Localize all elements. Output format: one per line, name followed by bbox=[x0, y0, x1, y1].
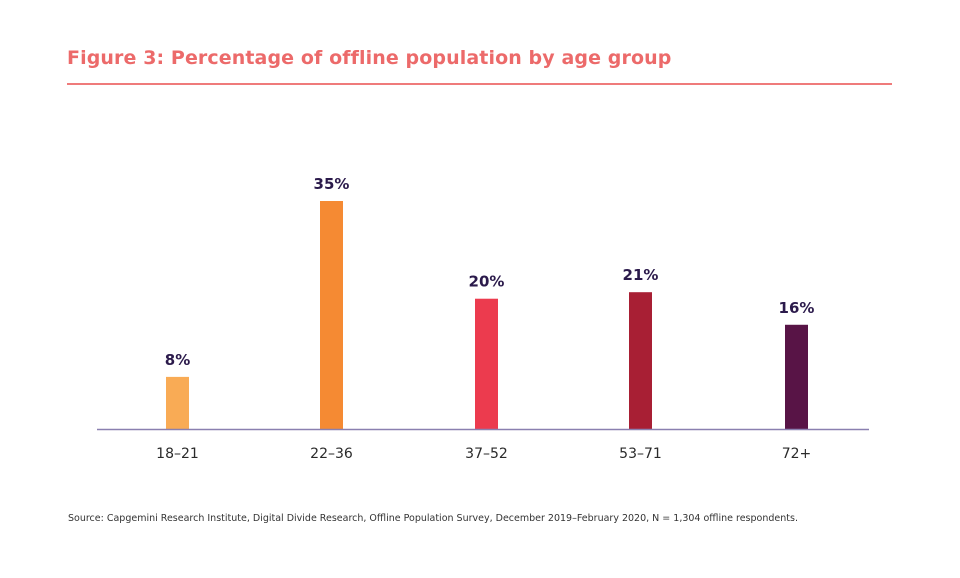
category-label: 72+ bbox=[782, 446, 812, 462]
category-label: 18–21 bbox=[156, 446, 199, 462]
bars-group bbox=[166, 201, 808, 429]
category-label: 53–71 bbox=[619, 446, 662, 462]
category-label: 37–52 bbox=[465, 446, 508, 462]
value-label: 35% bbox=[314, 175, 350, 193]
bar-22-36 bbox=[320, 201, 343, 429]
bar-37-52 bbox=[475, 298, 498, 429]
title-divider bbox=[67, 83, 892, 85]
bar-72 bbox=[785, 324, 808, 429]
value-label: 16% bbox=[779, 299, 815, 317]
chart-title: Figure 3: Percentage of offline populati… bbox=[67, 47, 672, 69]
value-label: 20% bbox=[469, 273, 505, 291]
bar-18-21 bbox=[166, 376, 189, 429]
category-label: 22–36 bbox=[310, 446, 353, 462]
bar-53-71 bbox=[629, 292, 652, 429]
value-label: 21% bbox=[623, 266, 659, 284]
source-note: Source: Capgemini Research Institute, Di… bbox=[68, 513, 798, 524]
labels-group: 8% 18–21 35% 22–36 20% 37–52 21% 53–71 16% 72+ bbox=[156, 175, 814, 462]
value-label: 8% bbox=[165, 351, 190, 369]
